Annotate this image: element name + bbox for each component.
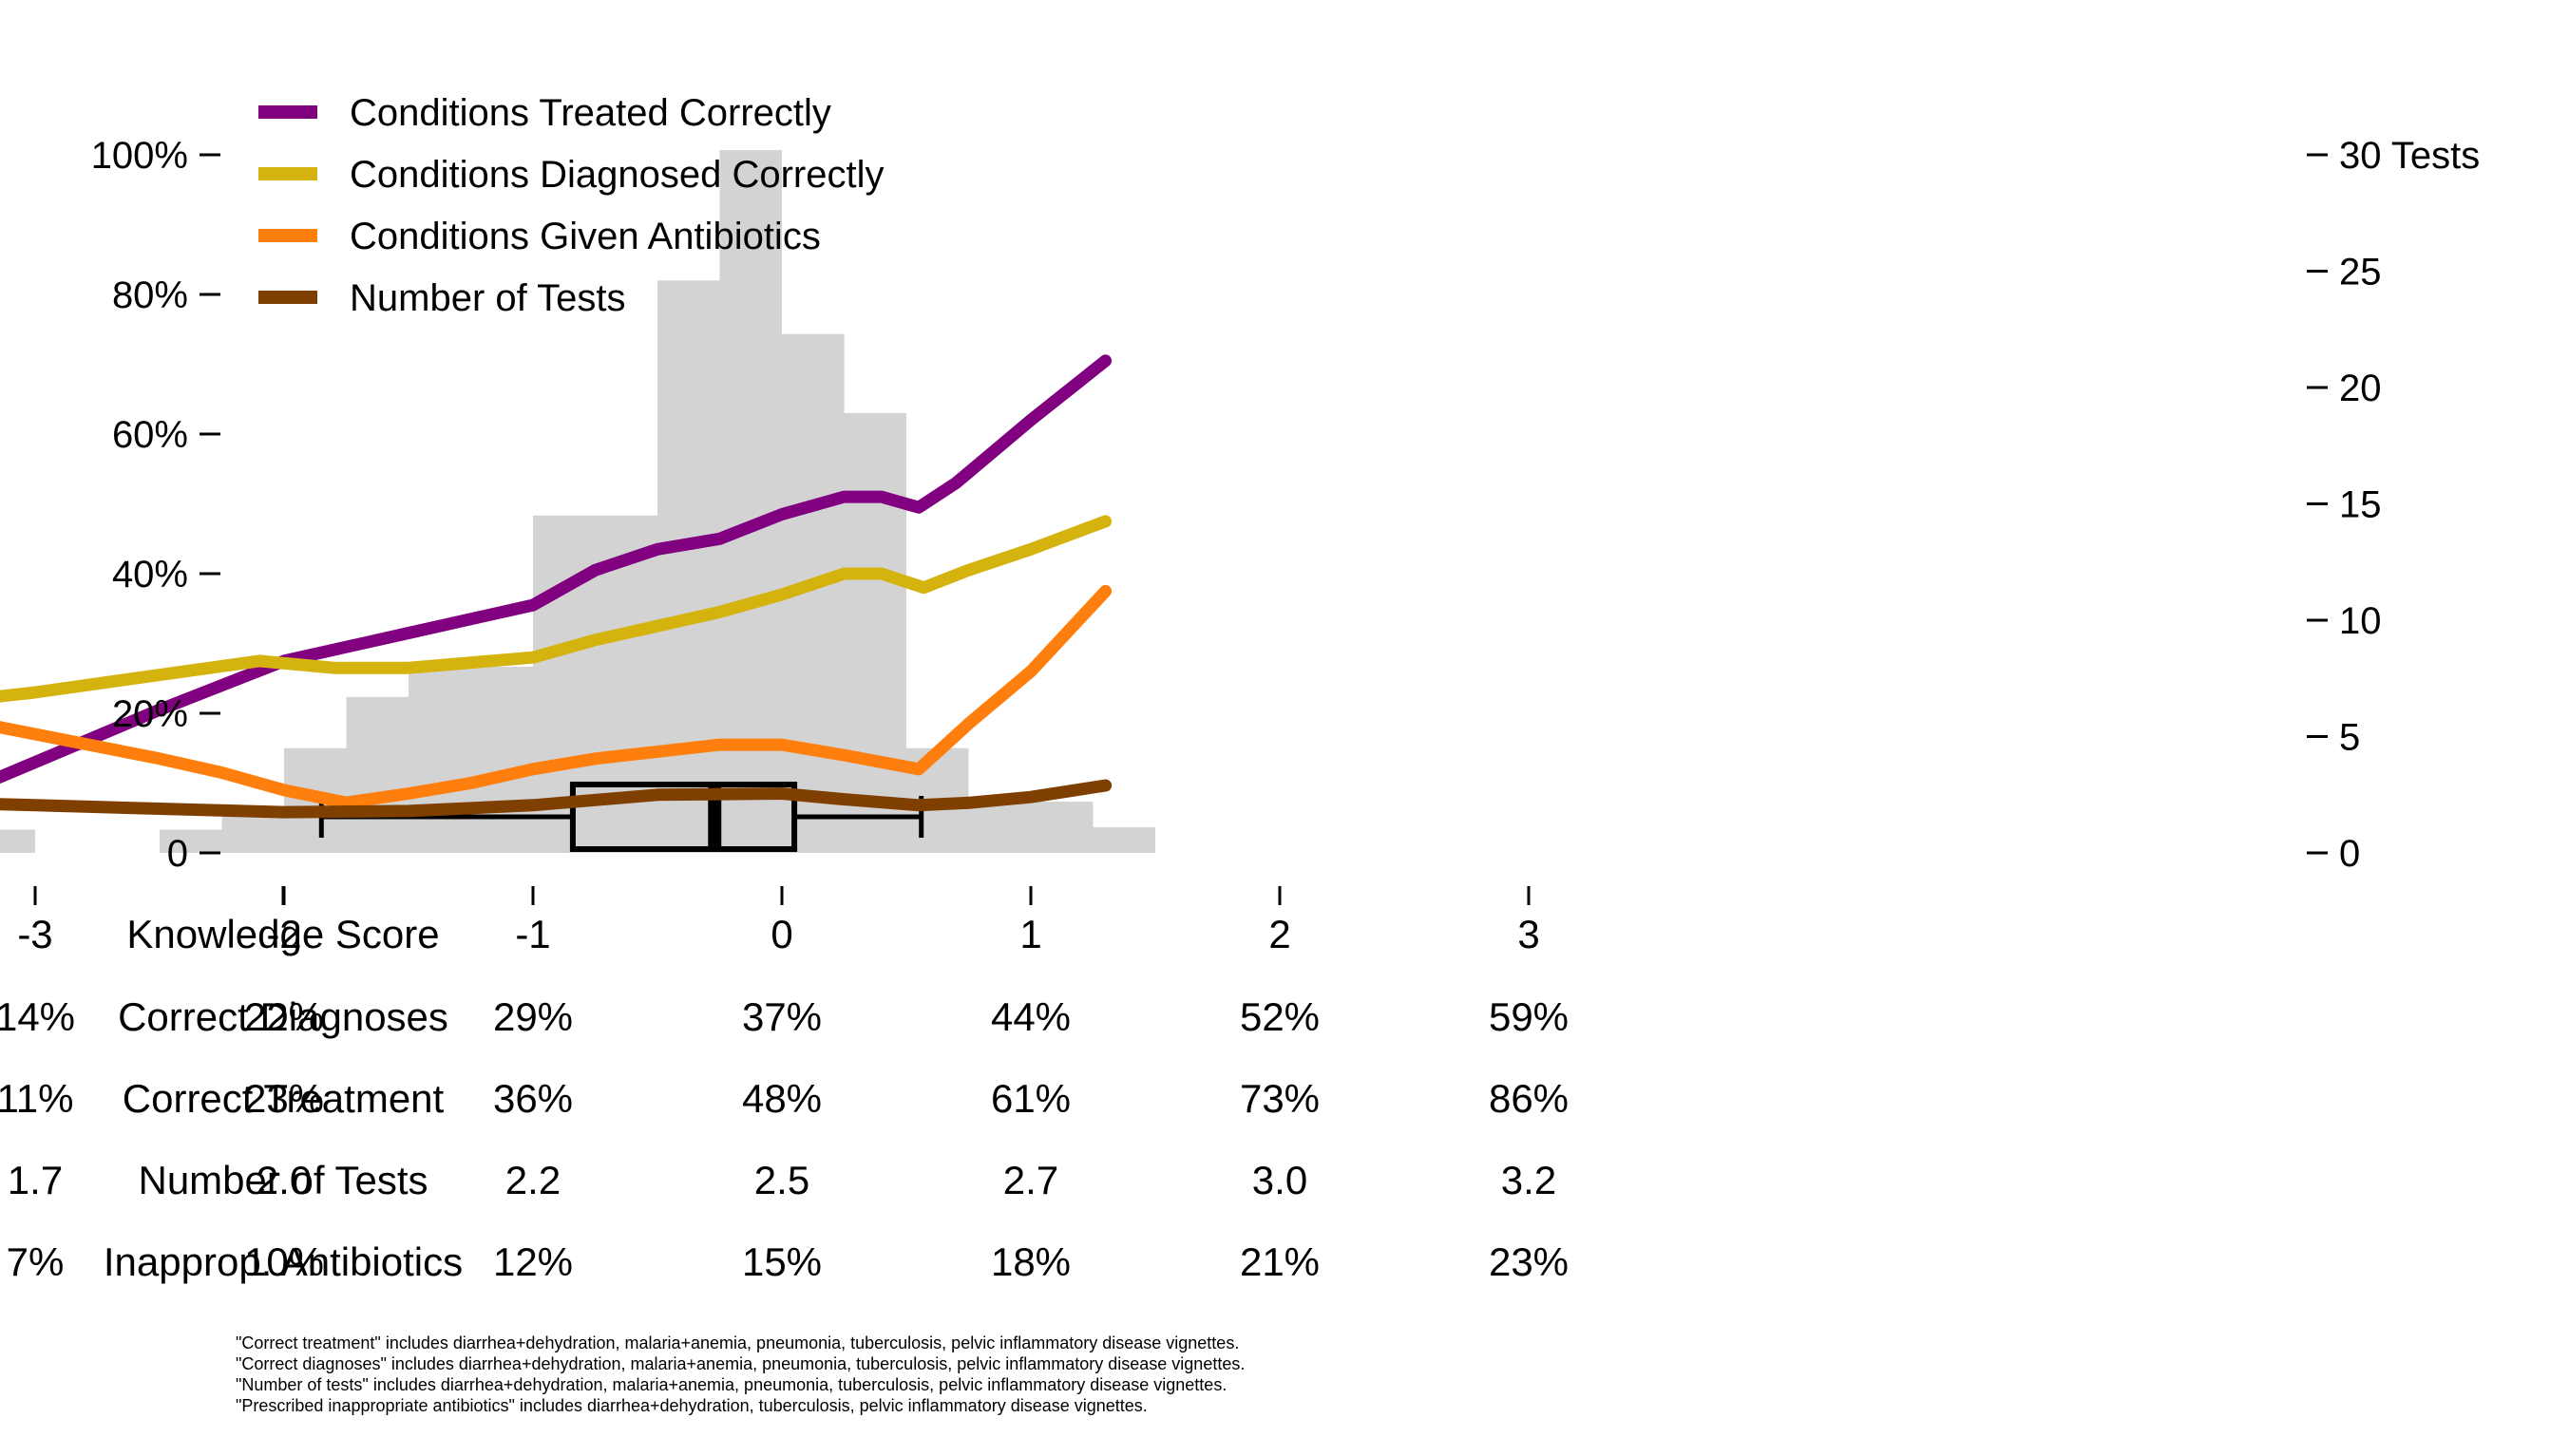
footnote-line: "Number of tests" includes diarrhea+dehy… — [236, 1375, 1227, 1394]
histogram-bar — [409, 667, 533, 853]
histogram-bar — [844, 412, 906, 853]
footnote-line: "Correct diagnoses" includes diarrhea+de… — [236, 1354, 1245, 1373]
table-cell: 10% — [244, 1239, 324, 1284]
histogram-bar — [657, 280, 720, 853]
table-cell: 86% — [1489, 1076, 1569, 1121]
right-axis-tick-label: 0 — [2339, 833, 2360, 875]
table-cell: 61% — [991, 1076, 1071, 1121]
histogram-bar — [160, 829, 222, 853]
table-cell: 11% — [0, 1076, 73, 1121]
table-cell: 14% — [0, 994, 75, 1039]
table-cell: 1.7 — [8, 1158, 63, 1202]
table-cell: 73% — [1240, 1076, 1320, 1121]
left-y-axis: 0 20% 40% 60% 80% 100% — [91, 135, 220, 875]
table-row-label: Inapprop. Antibiotics — [104, 1239, 463, 1284]
table-row-label: Number of Tests — [138, 1158, 428, 1202]
left-axis-tick-label: 40% — [112, 554, 188, 596]
legend: Conditions Treated Correctly Conditions D… — [258, 92, 885, 319]
histogram-bar — [968, 802, 1094, 853]
table-cell: 3.2 — [1501, 1158, 1556, 1202]
table-cell: 2.0 — [257, 1158, 312, 1202]
right-axis-tick-label: 5 — [2339, 717, 2360, 759]
x-axis-tick-label: -3 — [17, 912, 52, 956]
legend-label: Conditions Treated Correctly — [350, 92, 831, 134]
left-axis-tick-label: 100% — [91, 135, 188, 177]
histogram-bar — [719, 150, 782, 854]
table-row-label: Correct Diagnoses — [118, 994, 448, 1039]
table-cell: 37% — [742, 994, 822, 1039]
table-cell: 48% — [742, 1076, 822, 1121]
right-y-axis: 0 5 10 15 20 25 30 Tests — [2307, 135, 2480, 875]
left-axis-tick-label: 60% — [112, 414, 188, 456]
table-cell: 3.0 — [1252, 1158, 1307, 1202]
table-cell: 2.2 — [505, 1158, 561, 1202]
series-line-conditions-diagnosed-correctly — [0, 515, 1113, 703]
histogram-bar — [0, 829, 35, 853]
right-axis-tick-label: 30 Tests — [2339, 135, 2480, 177]
x-axis-tick-label: 0 — [771, 912, 792, 956]
series-line-conditions-treated-correctly — [0, 354, 1113, 785]
left-axis-tick-label: 20% — [112, 693, 188, 735]
x-axis-tick-label: -1 — [515, 912, 550, 956]
right-axis-tick-label: 25 — [2339, 252, 2382, 293]
table-cell: 23% — [1489, 1239, 1569, 1284]
left-axis-tick-label: 0 — [167, 833, 188, 875]
table-cell: 21% — [1240, 1239, 1320, 1284]
x-axis-title: Knowledge Score — [126, 912, 439, 956]
x-axis-tick-label: 3 — [1517, 912, 1539, 956]
left-axis-tick-label: 80% — [112, 274, 188, 316]
x-axis-tick-label: -2 — [266, 912, 301, 956]
table-cell: 15% — [742, 1239, 822, 1284]
footnote-line: "Correct treatment" includes diarrhea+de… — [236, 1333, 1239, 1352]
table-cell: 52% — [1240, 994, 1320, 1039]
boxplot-box — [569, 782, 798, 852]
table-cell: 29% — [493, 994, 573, 1039]
summary-table: Correct Diagnoses 14% 22% 29% 37% 44% 52% 59% Co… — [0, 994, 1569, 1284]
series-line-conditions-given-antibiotics — [0, 584, 1113, 809]
table-cell: 59% — [1489, 994, 1569, 1039]
table-cell: 23% — [244, 1076, 324, 1121]
table-cell: 7% — [7, 1239, 65, 1284]
right-axis-tick-label: 20 — [2339, 368, 2382, 409]
x-axis-tick-label: 1 — [1019, 912, 1041, 956]
table-cell: 18% — [991, 1239, 1071, 1284]
x-axis: Knowledge Score -3 -2 -1 0 1 2 3 — [17, 886, 1540, 956]
table-cell: 36% — [493, 1076, 573, 1121]
series-line-number-of-tests — [0, 779, 1113, 819]
right-axis-tick-label: 15 — [2339, 484, 2382, 526]
table-cell: 2.7 — [1003, 1158, 1058, 1202]
table-row-label: Correct Treatment — [123, 1076, 445, 1121]
legend-label: Conditions Diagnosed Correctly — [350, 154, 885, 196]
histogram — [0, 150, 1155, 854]
footnote-line: "Prescribed inappropriate antibiotics" i… — [236, 1396, 1148, 1415]
table-cell: 44% — [991, 994, 1071, 1039]
table-cell: 2.5 — [754, 1158, 809, 1202]
table-cell: 22% — [244, 994, 324, 1039]
legend-label: Number of Tests — [350, 277, 626, 319]
series-lines — [0, 354, 1113, 819]
right-axis-tick-label: 10 — [2339, 600, 2382, 642]
table-cell: 12% — [493, 1239, 573, 1284]
histogram-bar — [346, 696, 409, 853]
x-axis-tick-label: 2 — [1268, 912, 1290, 956]
legend-label: Conditions Given Antibiotics — [350, 216, 821, 257]
histogram-bar — [1093, 827, 1155, 853]
footnotes: "Correct treatment" includes diarrhea+de… — [236, 1333, 1245, 1415]
